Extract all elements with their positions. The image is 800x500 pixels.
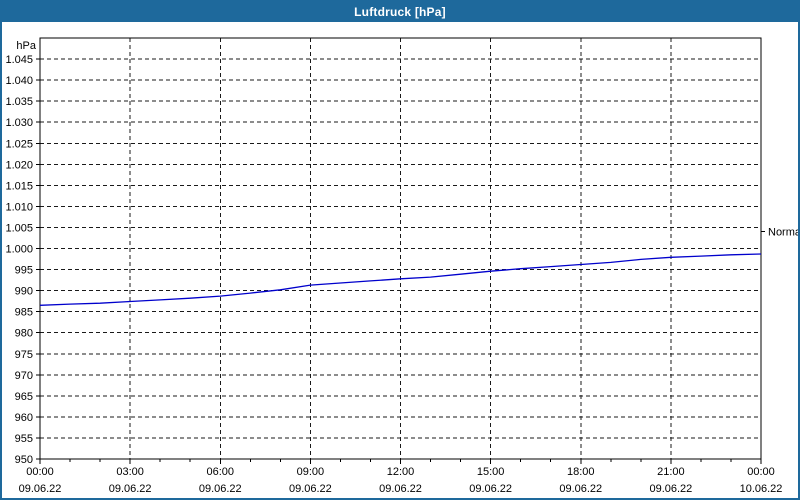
- y-tick-label: 1.030: [5, 117, 33, 129]
- x-date-label: 10.06.22: [740, 483, 783, 495]
- y-tick-label: 1.025: [5, 138, 33, 150]
- x-time-label: 18:00: [567, 466, 595, 478]
- x-date-label: 09.06.22: [649, 483, 692, 495]
- x-date-label: 09.06.22: [19, 483, 62, 495]
- y-tick-label: 970: [15, 370, 33, 382]
- y-tick-label: 955: [15, 433, 33, 445]
- y-tick-label: 1.035: [5, 96, 33, 108]
- x-time-label: 03:00: [116, 466, 144, 478]
- y-tick-label: 965: [15, 391, 33, 403]
- y-tick-label: 1.010: [5, 201, 33, 213]
- x-time-label: 21:00: [657, 466, 685, 478]
- x-date-label: 09.06.22: [559, 483, 602, 495]
- y-tick-label: 1.005: [5, 222, 33, 234]
- x-time-label: 09:00: [297, 466, 325, 478]
- y-tick-label: 960: [15, 412, 33, 424]
- y-tick-label: 985: [15, 307, 33, 319]
- plot-frame: [39, 37, 762, 460]
- x-date-label: 09.06.22: [289, 483, 332, 495]
- x-date-label: 09.06.22: [469, 483, 512, 495]
- y-tick-label: 1.045: [5, 54, 33, 66]
- y-tick-label: 1.020: [5, 159, 33, 171]
- x-date-label: 09.06.22: [199, 483, 242, 495]
- titlebar: Luftdruck [hPa]: [2, 2, 798, 22]
- y-tick-label: 990: [15, 286, 33, 298]
- y-tick-label: 975: [15, 349, 33, 361]
- x-time-label: 00:00: [26, 466, 54, 478]
- x-time-label: 12:00: [387, 466, 415, 478]
- y-axis-unit-label: hPa: [16, 40, 36, 52]
- y-tick-label: 1.015: [5, 180, 33, 192]
- x-time-label: 15:00: [477, 466, 505, 478]
- x-time-label: 06:00: [206, 466, 234, 478]
- chart-area: 1.045 1.040 1.035 1.030 1.025 1.020 1.015 1.010…: [2, 22, 798, 498]
- y-tick-label: 1.040: [5, 75, 33, 87]
- x-date-label: 09.06.22: [109, 483, 152, 495]
- y-tick-label: 1.000: [5, 244, 33, 256]
- chart-title: Luftdruck [hPa]: [354, 5, 446, 19]
- normal-label: Normal: [768, 227, 798, 239]
- y-tick-label: 980: [15, 328, 33, 340]
- x-time-label: 00:00: [747, 466, 775, 478]
- x-date-label: 09.06.22: [379, 483, 422, 495]
- pressure-chart: 1.045 1.040 1.035 1.030 1.025 1.020 1.015 1.010…: [5, 37, 798, 495]
- y-tick-label: 995: [15, 265, 33, 277]
- y-tick-label: 950: [15, 454, 33, 466]
- pressure-line: [39, 253, 762, 306]
